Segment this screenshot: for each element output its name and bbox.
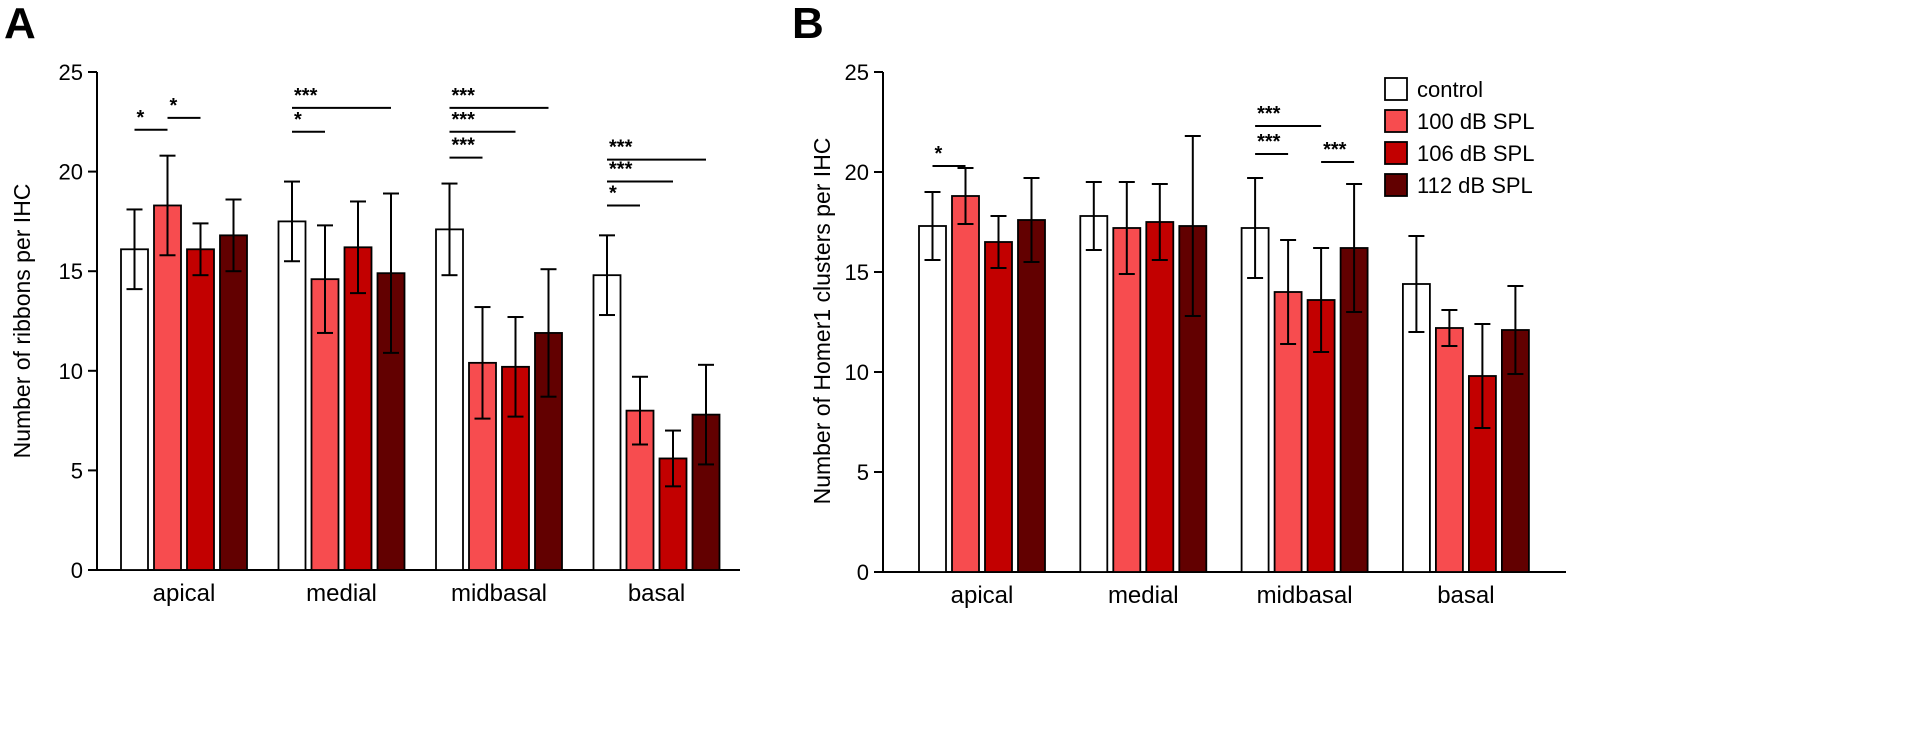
panel-a-category-label-apical: apical xyxy=(153,580,216,607)
panel-a-bar-medial-control xyxy=(277,220,307,571)
panel-b-category-label-medial: medial xyxy=(1108,582,1179,609)
chart-panel-b: 0 5 10 15 20 25 Number of Homer1 clusters per … xyxy=(809,60,1566,609)
panel-b-bar-apical-100-db-spl xyxy=(951,195,980,573)
panel-a-bar-apical-106-db-spl xyxy=(186,248,215,571)
panel-b-y-tick-label: 5 xyxy=(857,460,869,485)
panel-a-category-label-midbasal: midbasal xyxy=(451,580,547,607)
panel-a-y-tick-label: 15 xyxy=(59,259,83,284)
panel-letter-a: A xyxy=(4,0,36,48)
legend-swatch-100-db-spl xyxy=(1384,109,1408,133)
panel-a-bar-basal-control xyxy=(592,274,622,571)
panel-b-bar-medial-106-db-spl xyxy=(1145,221,1175,573)
legend-label-112-db-spl: 112 dB SPL xyxy=(1417,173,1533,198)
panel-b-bar-medial-control xyxy=(1079,215,1109,573)
panel-a-significance-label-basal-7: *** xyxy=(609,137,633,159)
panel-a-y-tick-label: 0 xyxy=(71,558,83,583)
panel-b-significance-label-midbasal-3: *** xyxy=(1323,139,1347,161)
panel-b-category-label-apical: apical xyxy=(951,582,1014,609)
legend-label-106-db-spl: 106 dB SPL xyxy=(1417,141,1534,166)
panel-a-significance-label-midbasal-6: *** xyxy=(452,135,476,157)
panel-a-y-tick-label: 10 xyxy=(59,359,83,384)
panel-a-significance-label-medial-3: * xyxy=(294,109,302,131)
panel-a-bar-apical-112-db-spl xyxy=(219,234,248,571)
legend-label-100-db-spl: 100 dB SPL xyxy=(1417,109,1534,134)
panel-a-y-tick-label: 20 xyxy=(59,160,83,185)
panel-a-significance-label-medial-2: *** xyxy=(294,85,318,107)
panel-b-y-tick-label: 0 xyxy=(857,560,869,585)
panel-b-significance-label-apical-0: * xyxy=(935,143,943,165)
panel-b-y-axis-label: Number of Homer1 clusters per IHC xyxy=(809,138,835,505)
panel-b-bar-medial-100-db-spl xyxy=(1112,227,1142,573)
panel-a-significance-label-apical-1: * xyxy=(170,95,178,117)
panel-a-bar-apical-control xyxy=(120,248,149,571)
legend-swatch-112-db-spl xyxy=(1384,173,1408,197)
panel-letter-b: B xyxy=(792,0,824,48)
panel-b-significance-label-midbasal-2: *** xyxy=(1257,131,1281,153)
panel-b-category-label-basal: basal xyxy=(1437,582,1494,609)
legend-label-control: control xyxy=(1417,77,1483,102)
panel-a-bar-medial-106-db-spl xyxy=(343,246,373,571)
panel-b-y-tick-label: 10 xyxy=(845,360,869,385)
panel-a-category-label-basal: basal xyxy=(628,580,685,607)
panel-a-significance-label-midbasal-5: *** xyxy=(452,109,476,131)
panel-a-significance-label-apical-0: * xyxy=(137,107,145,129)
panel-a-bar-midbasal-control xyxy=(435,228,464,571)
panel-a-category-label-medial: medial xyxy=(306,580,377,607)
panel-a-significance-label-midbasal-4: *** xyxy=(452,85,476,107)
panel-b-y-tick-label: 25 xyxy=(845,60,869,85)
panel-b-category-label-midbasal: midbasal xyxy=(1257,582,1353,609)
chart-panel-a: 0 5 10 15 20 25 Number of ribbons per IHC apica… xyxy=(9,60,740,607)
panel-a-significance-label-basal-9: * xyxy=(609,182,617,204)
panel-b-bar-apical-112-db-spl xyxy=(1017,219,1046,573)
panel-b-y-tick-label: 20 xyxy=(845,160,869,185)
legend-swatch-106-db-spl xyxy=(1384,141,1408,165)
panel-b-bar-apical-control xyxy=(918,225,947,573)
panel-a-significance-label-basal-8: *** xyxy=(609,159,633,181)
panel-b-y-tick-label: 15 xyxy=(845,260,869,285)
panel-a-bar-apical-100-db-spl xyxy=(153,204,182,571)
legend-swatch-control xyxy=(1384,77,1408,101)
panel-b-bar-midbasal-100-db-spl xyxy=(1273,291,1303,573)
panel-a-y-axis-label: Number of ribbons per IHC xyxy=(9,184,35,459)
legend: control 100 dB SPL 106 dB SPL 112 dB SPL xyxy=(1384,77,1534,198)
panel-b-bar-basal-100-db-spl xyxy=(1435,327,1464,573)
panel-a-y-tick-label: 25 xyxy=(59,60,83,85)
panel-b-significance-label-midbasal-1: *** xyxy=(1257,103,1281,125)
panel-a-y-tick-label: 5 xyxy=(71,458,83,483)
panel-b-bar-apical-106-db-spl xyxy=(984,241,1013,573)
panel-b-bar-midbasal-control xyxy=(1240,227,1270,573)
